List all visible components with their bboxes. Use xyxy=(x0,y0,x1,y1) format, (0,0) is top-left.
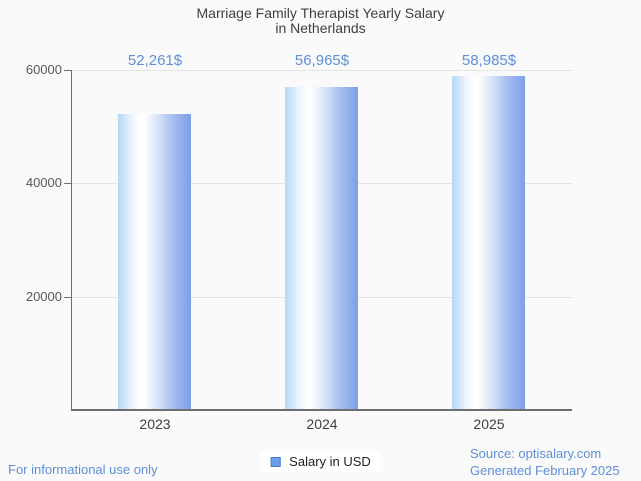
generated-text: Generated February 2025 xyxy=(470,463,620,478)
gridline xyxy=(71,70,572,71)
y-axis-tick xyxy=(64,70,71,71)
value-label: 56,965$ xyxy=(294,52,350,69)
bar-2023 xyxy=(118,114,191,409)
legend-label: Salary in USD xyxy=(289,454,371,469)
y-tick-label: 20000 xyxy=(25,289,62,304)
x-tick-label: 2023 xyxy=(139,416,171,432)
value-label: 58,985$ xyxy=(461,52,517,69)
legend-swatch-icon xyxy=(270,456,281,467)
chart-title-line1: Marriage Family Therapist Yearly Salary xyxy=(196,5,445,21)
y-tick-label: 60000 xyxy=(25,62,62,77)
y-tick-label: 40000 xyxy=(25,175,62,190)
chart-title: Marriage Family Therapist Yearly Salary … xyxy=(0,6,641,36)
disclaimer-text: For informational use only xyxy=(8,462,158,477)
y-axis-tick xyxy=(64,183,71,184)
source-block: Source: optisalary.com Generated Februar… xyxy=(470,445,620,479)
y-axis-line xyxy=(71,70,72,410)
source-text: Source: optisalary.com xyxy=(470,446,602,461)
bar-2024 xyxy=(285,87,358,409)
x-tick-label: 2025 xyxy=(473,416,505,432)
x-axis-line xyxy=(71,409,572,411)
x-tick-label: 2024 xyxy=(306,416,338,432)
chart-title-line2: in Netherlands xyxy=(275,20,366,36)
y-axis-tick xyxy=(64,297,71,298)
bar-2025 xyxy=(452,76,525,409)
value-label: 52,261$ xyxy=(127,52,183,69)
legend: Salary in USD xyxy=(260,451,381,472)
